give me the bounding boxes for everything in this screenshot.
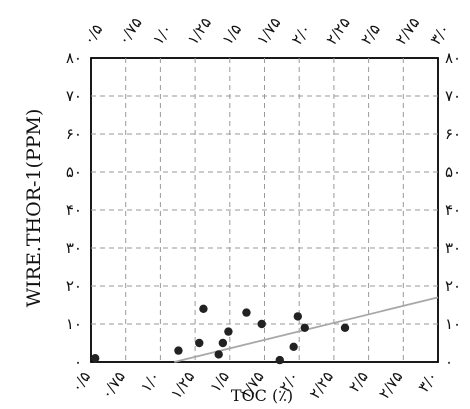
x-tick-label-top: ۲/۵ bbox=[357, 21, 384, 49]
data-point bbox=[224, 327, 233, 336]
y-tick-label-left: ۵۰ bbox=[66, 163, 82, 181]
x-tick-label-top: ۲/۰ bbox=[288, 21, 315, 49]
x-tick-label-top: ۱/۰ bbox=[149, 21, 176, 49]
data-point bbox=[174, 346, 183, 355]
x-tick-label-bottom: ۲/۲۵ bbox=[306, 368, 338, 402]
y-tick-label-left: ۱۰ bbox=[66, 315, 82, 333]
y-tick-label-right: ۷۰ bbox=[445, 87, 461, 105]
data-point bbox=[218, 338, 228, 348]
x-tick-label-bottom: ۲/۷۵ bbox=[375, 368, 407, 402]
x-tick-label-bottom: ۲/۵ bbox=[345, 368, 372, 396]
y-tick-label-right: ۲۰ bbox=[445, 277, 461, 295]
data-point bbox=[340, 323, 350, 332]
y-tick-label-right: ۴۰ bbox=[445, 201, 461, 219]
x-tick-label-top: ۰/۵ bbox=[80, 21, 107, 49]
x-tick-label-bottom: ۱/۲۵ bbox=[167, 368, 199, 402]
y-axis-title: WIRE.THOR-1(PPM) bbox=[23, 109, 45, 308]
x-tick-label-bottom: ۱/۵ bbox=[206, 368, 233, 396]
y-tick-label-left: ۲۰ bbox=[66, 277, 82, 295]
y-tick-label-left: ۳۰ bbox=[66, 239, 82, 257]
x-tick-label-top: ۱/۷۵ bbox=[253, 14, 285, 48]
y-tick-label-left: ۰ bbox=[74, 353, 82, 371]
x-tick-label-top: ۱/۲۵ bbox=[184, 14, 216, 48]
x-tick-label-bottom: ۳/۰ bbox=[414, 368, 441, 396]
y-tick-label-left: ۴۰ bbox=[66, 201, 82, 219]
y-tick-label-right: ۸۰ bbox=[445, 49, 461, 67]
x-tick-label-top: ۳/۰ bbox=[427, 21, 454, 49]
data-point bbox=[257, 319, 266, 329]
x-tick-label-top: ۲/۲۵ bbox=[322, 14, 354, 48]
x-tick-label-top: ۰/۷۵ bbox=[114, 14, 146, 48]
x-tick-label-bottom: ۰/۷۵ bbox=[97, 368, 129, 402]
data-point bbox=[242, 308, 251, 317]
y-tick-label-right: ۳۰ bbox=[445, 239, 461, 257]
y-tick-label-right: ۵۰ bbox=[445, 163, 461, 181]
grid bbox=[91, 58, 438, 362]
data-point bbox=[289, 342, 298, 351]
x-tick-label-bottom: ۱/۰ bbox=[137, 368, 164, 396]
x-tick-label-top: ۲/۷۵ bbox=[392, 14, 424, 48]
data-point bbox=[275, 355, 284, 365]
y-tick-label-left: ۸۰ bbox=[66, 49, 82, 67]
y-tick-label-left: ۷۰ bbox=[66, 87, 82, 105]
y-tick-label-right: ۱۰ bbox=[445, 315, 461, 333]
y-tick-label-right: ۶۰ bbox=[445, 125, 461, 143]
data-point bbox=[195, 338, 204, 348]
data-point bbox=[199, 304, 208, 313]
data-point bbox=[293, 312, 303, 321]
y-tick-label-right: ۰ bbox=[445, 353, 453, 371]
x-axis-title: TOC (٪) bbox=[231, 386, 293, 405]
x-tick-label-top: ۱/۵ bbox=[218, 21, 245, 49]
y-tick-label-left: ۶۰ bbox=[66, 125, 82, 143]
data-points bbox=[90, 304, 350, 365]
data-point bbox=[214, 350, 223, 359]
x-tick-label-bottom: ۰/۵ bbox=[67, 368, 94, 396]
data-point bbox=[90, 354, 100, 363]
data-point bbox=[300, 323, 309, 332]
